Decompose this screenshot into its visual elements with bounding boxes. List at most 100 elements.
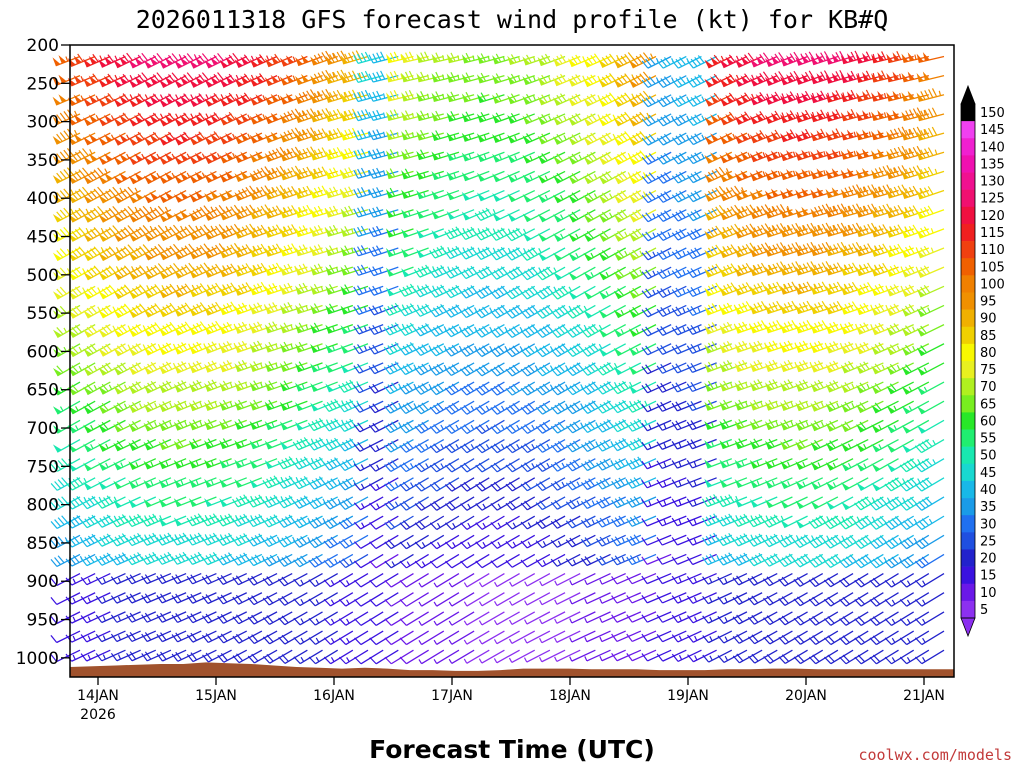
- wind-barb: [173, 321, 202, 336]
- wind-barb: [279, 400, 308, 411]
- wind-barb: [656, 151, 687, 165]
- x-tick-label: 17JAN: [431, 688, 473, 704]
- wind-barb: [613, 73, 642, 88]
- wind-barb: [598, 113, 626, 127]
- wind-barb: [478, 592, 505, 607]
- wind-barb: [537, 228, 566, 242]
- wind-barb: [583, 247, 611, 262]
- wind-barb: [704, 92, 733, 107]
- wind-barb: [901, 205, 930, 219]
- wind-barb: [156, 551, 187, 565]
- wind-barb: [566, 381, 596, 396]
- wind-barb: [460, 553, 490, 569]
- wind-barb: [219, 438, 247, 450]
- wind-barb: [869, 515, 899, 530]
- wind-barb: [869, 573, 899, 588]
- wind-barb: [505, 438, 536, 454]
- wind-barb: [204, 477, 232, 488]
- wind-barb: [840, 241, 869, 257]
- wind-barb: [128, 362, 157, 376]
- wind-barb: [204, 282, 232, 297]
- wind-barb: [262, 573, 293, 587]
- wind-barb: [310, 362, 338, 373]
- wind-barb: [855, 341, 884, 355]
- wind-barb: [537, 94, 566, 106]
- wind-barb: [204, 72, 232, 88]
- wind-barb: [384, 515, 414, 530]
- wind-barb: [325, 205, 354, 218]
- wind-barb: [554, 611, 581, 624]
- wind-barb: [416, 91, 444, 102]
- wind-barb: [568, 247, 596, 262]
- wind-barb: [916, 400, 945, 415]
- wind-barb: [143, 112, 172, 127]
- wind-barb: [535, 285, 566, 300]
- wind-barb: [156, 630, 187, 643]
- wind-barb: [82, 94, 111, 107]
- wind-barb: [249, 185, 278, 201]
- wind-barb: [338, 611, 369, 626]
- wind-barb: [764, 242, 793, 257]
- wind-barb: [310, 107, 338, 123]
- wind-barb: [401, 168, 429, 180]
- wind-barb: [914, 477, 945, 492]
- wind-barb: [780, 110, 808, 124]
- wind-barb: [416, 228, 445, 239]
- wind-barb: [764, 379, 793, 392]
- wind-barb: [446, 132, 475, 142]
- wind-barb: [855, 381, 884, 394]
- wind-barb: [98, 362, 126, 376]
- wind-barb: [568, 189, 596, 204]
- wind-barb: [463, 611, 490, 626]
- wind-barb: [641, 113, 672, 127]
- wind-barb: [505, 285, 536, 300]
- wind-barb: [429, 400, 460, 415]
- wind-barb: [719, 399, 748, 411]
- wind-barb: [884, 630, 915, 646]
- wind-barb: [323, 534, 354, 549]
- wind-barb: [249, 281, 278, 296]
- wind-barb: [399, 573, 429, 588]
- wind-barb: [671, 189, 702, 203]
- wind-barb: [535, 362, 566, 377]
- wind-barb: [414, 515, 445, 531]
- wind-barb: [899, 630, 930, 646]
- wind-barb: [553, 209, 581, 223]
- wind-barb: [840, 419, 869, 433]
- colorbar-label: 105: [980, 260, 1005, 275]
- wind-barb: [764, 438, 793, 450]
- wind-barb: [310, 343, 338, 353]
- wind-barb: [686, 285, 717, 298]
- wind-barb: [414, 477, 445, 492]
- wind-barb: [174, 112, 202, 127]
- wind-barb: [780, 169, 808, 181]
- wind-barb: [295, 322, 323, 334]
- wind-barb: [249, 262, 278, 277]
- wind-barb: [686, 400, 717, 412]
- wind-barb: [383, 381, 414, 395]
- wind-barb: [295, 400, 323, 412]
- wind-barb: [916, 381, 945, 396]
- wind-barb: [581, 458, 611, 472]
- wind-barb: [613, 247, 642, 261]
- wind-barb: [492, 209, 520, 222]
- wind-barb: [764, 359, 793, 372]
- y-tick-label: 350: [27, 151, 59, 171]
- wind-barb: [886, 184, 914, 199]
- wind-barb: [825, 419, 854, 432]
- wind-barb: [204, 496, 232, 508]
- wind-barb: [598, 343, 626, 357]
- wind-barb: [295, 73, 323, 86]
- wind-barb: [113, 303, 141, 319]
- wind-barb: [641, 247, 672, 261]
- wind-barb: [568, 209, 596, 223]
- wind-barb: [535, 266, 566, 281]
- wind-barb: [204, 243, 232, 259]
- wind-barb: [686, 189, 717, 203]
- colorbar-swatch: [961, 566, 975, 585]
- wind-barb: [338, 573, 369, 588]
- wind-barb: [353, 362, 384, 374]
- wind-barb: [338, 515, 369, 530]
- credit-text: coolwx.com/models: [858, 746, 1012, 764]
- wind-barb: [310, 283, 338, 295]
